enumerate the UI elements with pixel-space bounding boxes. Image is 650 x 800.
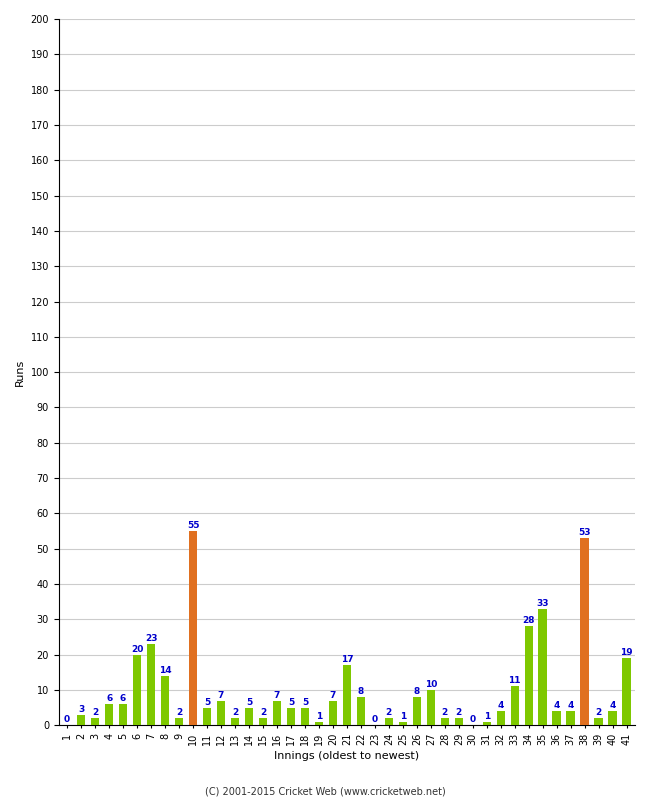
Y-axis label: Runs: Runs — [15, 358, 25, 386]
Bar — [482, 722, 491, 726]
Bar — [203, 708, 211, 726]
Bar — [595, 718, 603, 726]
Bar — [343, 666, 351, 726]
Bar — [426, 690, 435, 726]
Text: 2: 2 — [176, 708, 182, 717]
Bar — [217, 701, 225, 726]
Bar — [189, 531, 197, 726]
Text: 28: 28 — [523, 616, 535, 626]
Text: 23: 23 — [145, 634, 157, 643]
Text: 7: 7 — [218, 690, 224, 699]
Text: 5: 5 — [246, 698, 252, 706]
Text: 55: 55 — [187, 521, 200, 530]
Text: 5: 5 — [204, 698, 210, 706]
Bar — [413, 697, 421, 726]
Bar — [91, 718, 99, 726]
Text: 2: 2 — [260, 708, 266, 717]
Text: 2: 2 — [232, 708, 238, 717]
Text: 4: 4 — [610, 701, 616, 710]
Text: 2: 2 — [385, 708, 392, 717]
Text: 7: 7 — [330, 690, 336, 699]
Text: 1: 1 — [400, 712, 406, 721]
Text: 0: 0 — [470, 715, 476, 724]
Bar — [566, 711, 575, 726]
Bar — [287, 708, 295, 726]
Text: 0: 0 — [64, 715, 70, 724]
Bar — [525, 626, 533, 726]
Bar — [441, 718, 449, 726]
Text: 2: 2 — [441, 708, 448, 717]
Text: 2: 2 — [92, 708, 98, 717]
Bar — [552, 711, 561, 726]
Bar — [357, 697, 365, 726]
Bar — [161, 676, 169, 726]
Text: (C) 2001-2015 Cricket Web (www.cricketweb.net): (C) 2001-2015 Cricket Web (www.cricketwe… — [205, 786, 445, 796]
Bar — [315, 722, 323, 726]
Bar — [301, 708, 309, 726]
Bar — [538, 609, 547, 726]
Text: 6: 6 — [120, 694, 126, 703]
Text: 14: 14 — [159, 666, 172, 675]
Text: 1: 1 — [484, 712, 490, 721]
Bar — [119, 704, 127, 726]
Text: 19: 19 — [620, 648, 633, 657]
Text: 7: 7 — [274, 690, 280, 699]
Bar — [385, 718, 393, 726]
Bar — [398, 722, 407, 726]
Text: 5: 5 — [288, 698, 294, 706]
Text: 2: 2 — [456, 708, 462, 717]
Bar — [454, 718, 463, 726]
Text: 2: 2 — [595, 708, 602, 717]
Text: 20: 20 — [131, 645, 143, 654]
Bar — [608, 711, 617, 726]
Bar — [497, 711, 505, 726]
Text: 3: 3 — [78, 705, 84, 714]
Bar — [147, 644, 155, 726]
Text: 8: 8 — [358, 687, 364, 696]
Bar — [231, 718, 239, 726]
Text: 8: 8 — [413, 687, 420, 696]
Text: 53: 53 — [578, 528, 591, 537]
Text: 0: 0 — [372, 715, 378, 724]
Text: 4: 4 — [567, 701, 574, 710]
Text: 4: 4 — [497, 701, 504, 710]
Bar — [623, 658, 630, 726]
Bar — [245, 708, 254, 726]
Text: 11: 11 — [508, 676, 521, 686]
Text: 6: 6 — [106, 694, 112, 703]
Text: 17: 17 — [341, 655, 353, 664]
Bar — [273, 701, 281, 726]
Text: 5: 5 — [302, 698, 308, 706]
Bar — [77, 714, 85, 726]
Bar — [133, 654, 141, 726]
Bar — [329, 701, 337, 726]
Text: 10: 10 — [424, 680, 437, 689]
Bar — [510, 686, 519, 726]
Bar — [580, 538, 589, 726]
X-axis label: Innings (oldest to newest): Innings (oldest to newest) — [274, 751, 419, 761]
Text: 4: 4 — [554, 701, 560, 710]
Text: 1: 1 — [316, 712, 322, 721]
Bar — [259, 718, 267, 726]
Bar — [175, 718, 183, 726]
Bar — [105, 704, 113, 726]
Text: 33: 33 — [536, 598, 549, 608]
